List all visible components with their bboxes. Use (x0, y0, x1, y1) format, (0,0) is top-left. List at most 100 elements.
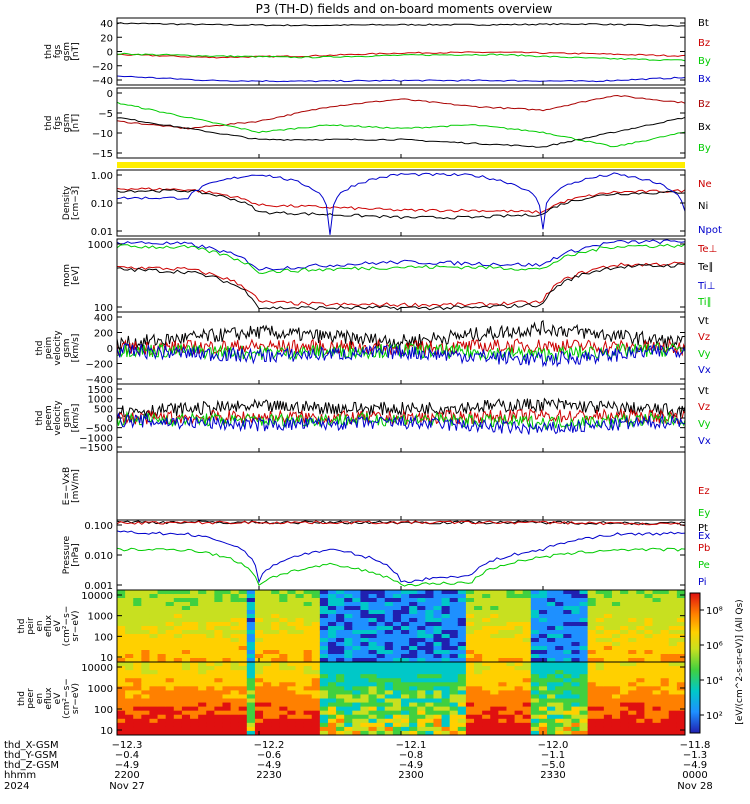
legend-entry: By (698, 56, 711, 67)
heatmap-cell (676, 710, 685, 716)
heatmap-cell (133, 650, 142, 655)
heatmap-cell (644, 674, 654, 679)
y-tick-label: 10000 (81, 663, 113, 674)
heatmap-cell (449, 686, 459, 691)
heatmap-cell (384, 694, 394, 699)
heatmap-cell (595, 726, 605, 732)
heatmap-cell (230, 706, 240, 712)
heatmap-cell (368, 606, 378, 611)
heatmap-cell (433, 618, 443, 623)
heatmap-cell (319, 686, 329, 691)
heatmap-cell (409, 602, 418, 607)
heatmap-cell (206, 594, 215, 599)
heatmap-cell (295, 642, 305, 647)
heatmap-cell (449, 706, 459, 712)
heatmap-cell (660, 654, 670, 659)
heatmap-cell (319, 654, 329, 659)
heatmap-cell (125, 598, 134, 603)
heatmap-cell (368, 678, 378, 683)
heatmap-cell (579, 718, 589, 724)
heatmap-cell (465, 614, 475, 619)
heatmap-cell (652, 646, 662, 651)
heatmap-cell (620, 694, 629, 699)
heatmap-cell (441, 622, 451, 627)
heatmap-cell (628, 690, 637, 695)
heatmap-cell (636, 722, 645, 728)
heatmap-cell (327, 726, 337, 732)
heatmap-cell (547, 678, 556, 683)
heatmap-cell (206, 638, 215, 643)
heatmap-cell (141, 722, 150, 728)
heatmap-cell (133, 698, 142, 704)
heatmap-cell (457, 610, 467, 615)
y-axis-label-line: gsm (62, 42, 72, 61)
heatmap-cell (376, 686, 386, 691)
heatmap-cell (279, 662, 288, 667)
heatmap-cell (482, 602, 491, 607)
heatmap-cell (230, 622, 240, 627)
y-axis-label: Pressure [nPa] (62, 535, 81, 574)
heatmap-cell (295, 602, 305, 607)
heatmap-cell (636, 634, 645, 639)
heatmap-cell (311, 674, 321, 679)
y-tick-label: 0.001 (84, 581, 113, 592)
heatmap-cell (668, 678, 678, 683)
heatmap-cell (392, 646, 402, 651)
heatmap-cell (620, 642, 629, 647)
heatmap-cell (344, 726, 353, 732)
heatmap-cell (295, 626, 305, 631)
series-line-Vx (117, 342, 685, 368)
heatmap-cell (254, 638, 264, 643)
heatmap-cell (457, 662, 467, 667)
heatmap-cell (392, 678, 402, 683)
heatmap-cell (303, 650, 313, 655)
heatmap-cell (579, 626, 589, 631)
heatmap-cell (214, 718, 223, 724)
heatmap-cell (603, 678, 613, 683)
heatmap-cell (563, 602, 572, 607)
heatmap-cell (660, 658, 670, 662)
heatmap-cell (401, 666, 410, 671)
heatmap-cell (344, 722, 353, 728)
heatmap-cell (384, 682, 394, 687)
heatmap-cell (490, 602, 499, 607)
heatmap-cell (376, 694, 386, 699)
heatmap-cell (449, 610, 459, 615)
heatmap-cell (530, 674, 540, 679)
heatmap-cell (173, 730, 183, 735)
heatmap-cell (173, 654, 183, 659)
heatmap-cell (384, 678, 394, 683)
heatmap-cell (538, 694, 548, 699)
heatmap-cell (636, 614, 645, 619)
heatmap-cell (498, 630, 507, 635)
heatmap-cell (530, 694, 540, 699)
heatmap-cell (360, 710, 370, 716)
heatmap-cell (417, 654, 426, 659)
heatmap-cell (303, 706, 313, 712)
heatmap-cell (660, 714, 670, 720)
heatmap-cell (563, 630, 572, 635)
heatmap-cell (628, 614, 637, 619)
heatmap-cell (117, 610, 126, 615)
heatmap-cell (620, 650, 629, 655)
heatmap-cell (352, 682, 361, 687)
heatmap-cell (522, 690, 532, 695)
heatmap-cell (246, 710, 256, 716)
heatmap-cell (522, 682, 532, 687)
heatmap-cell (133, 626, 142, 631)
heatmap-cell (173, 594, 183, 599)
heatmap-cell (344, 718, 353, 724)
heatmap-cell (603, 650, 613, 655)
heatmap-cell (547, 714, 556, 720)
heatmap-cell (303, 674, 313, 679)
heatmap-cell (433, 682, 443, 687)
heatmap-cell (522, 694, 532, 699)
heatmap-cell (287, 730, 297, 735)
x-row-label: hhmm (4, 770, 36, 781)
heatmap-cell (319, 698, 329, 704)
heatmap-cell (506, 718, 516, 724)
heatmap-cell (563, 606, 572, 611)
heatmap-cell (409, 614, 418, 619)
y-axis-label: Density [cm−3] (62, 185, 81, 220)
heatmap-cell (579, 654, 589, 659)
